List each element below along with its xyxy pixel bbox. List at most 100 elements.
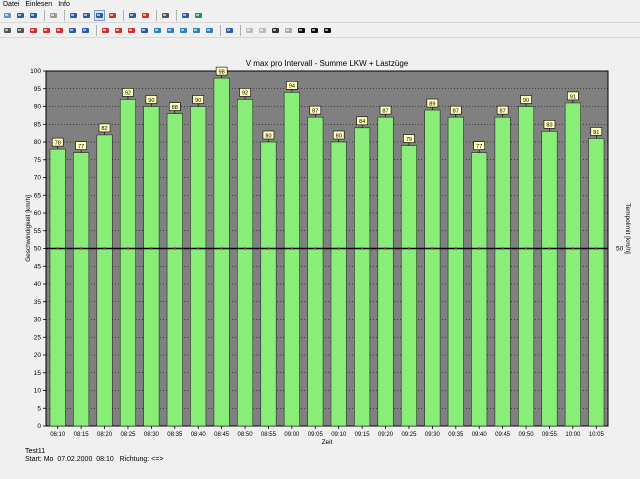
data-label: 87 [453, 108, 459, 114]
data-label: 80 [336, 133, 342, 139]
bar-09:00 [283, 91, 300, 427]
menu-info[interactable]: Info [58, 1, 70, 8]
data-label-box [567, 91, 579, 101]
start-date: 07.02.2000 [57, 456, 93, 463]
data-label-box [426, 98, 439, 108]
bus-icon [82, 28, 89, 33]
data-label-box [520, 95, 532, 104]
richtung-value: <=> [151, 456, 164, 463]
zoom-out-button[interactable] [257, 25, 268, 36]
y-tick-label: 90 [34, 104, 42, 111]
data-label: 98 [219, 69, 225, 75]
bar-09:10 [330, 141, 347, 427]
data-label-box [51, 137, 64, 147]
data-label: 78 [55, 140, 61, 146]
cancel-button[interactable] [140, 10, 151, 21]
limit-marker [337, 247, 340, 250]
car-small-button[interactable] [54, 25, 65, 36]
car-button[interactable] [28, 25, 39, 36]
clock-button[interactable] [127, 10, 138, 21]
stat-v5-button[interactable] [204, 25, 215, 36]
next-icon [311, 28, 318, 33]
toolbar-separator [156, 10, 157, 21]
bar-08:20 [96, 134, 113, 427]
stat-v2-button[interactable] [165, 25, 176, 36]
filter-icon [50, 13, 57, 18]
bar-10:05 [588, 138, 605, 427]
truck-button[interactable] [67, 25, 78, 36]
zoom-in-icon [246, 28, 253, 33]
zoom-in-button[interactable] [244, 25, 255, 36]
bar-08:45 [213, 77, 230, 427]
test-name: Test11 [25, 448, 46, 455]
y-tick-label: 20 [34, 352, 42, 359]
save-as-button[interactable] [28, 10, 39, 21]
play-button[interactable] [296, 25, 307, 36]
next-button[interactable] [309, 25, 320, 36]
chart-title: V max pro Intervall - Summe LKW + Lastzü… [246, 59, 409, 68]
bar-08:10 [49, 148, 66, 427]
truck-icon [69, 28, 76, 33]
chart-edit-button[interactable] [107, 10, 118, 21]
filter-button[interactable] [48, 10, 59, 21]
prev-icon [272, 28, 279, 33]
new-doc-button[interactable] [2, 10, 13, 21]
data-label-box [379, 105, 392, 115]
stat-v3-button[interactable] [178, 25, 189, 36]
data-label-box [239, 88, 251, 97]
y-tick-label: 75 [34, 157, 42, 164]
vehicle-list-icon [17, 28, 24, 33]
trailer-button[interactable] [139, 25, 150, 36]
info-button[interactable] [180, 10, 191, 21]
table-button[interactable] [81, 10, 92, 21]
trailer-icon [141, 28, 148, 33]
prev-button[interactable] [270, 25, 281, 36]
print-button[interactable] [160, 10, 171, 21]
menu-einlesen[interactable]: Einlesen [25, 1, 53, 8]
truck-red-button[interactable] [126, 25, 137, 36]
y-tick-label: 95 [34, 86, 42, 93]
limit-marker [360, 247, 364, 250]
menu-datei[interactable]: Datei [3, 1, 20, 8]
last-button[interactable] [322, 25, 333, 36]
bar-09:30 [424, 109, 441, 427]
limit-marker [501, 247, 504, 250]
bus-button[interactable] [80, 25, 91, 36]
vehicle-list-button[interactable] [15, 25, 26, 36]
x-tick-label: 09:10 [331, 432, 347, 438]
data-label-box [403, 134, 415, 143]
save-button[interactable] [15, 10, 26, 21]
direction-button[interactable] [224, 25, 235, 36]
stat-v1-button[interactable] [152, 25, 163, 36]
stat-v4-button[interactable] [191, 25, 202, 36]
data-label: 80 [265, 133, 271, 139]
back-button[interactable] [283, 25, 294, 36]
car-red2-button[interactable] [113, 25, 124, 36]
x-tick-label: 09:15 [355, 432, 371, 438]
stat-v2-icon [167, 28, 174, 33]
x-tick-label: 08:35 [167, 432, 183, 438]
car-red-button[interactable] [100, 25, 111, 36]
data-label-box [192, 95, 205, 104]
windows-button[interactable] [68, 10, 79, 21]
limit-marker [56, 247, 59, 250]
globe-button[interactable] [193, 10, 204, 21]
bar-chart-icon [96, 13, 103, 18]
print-icon [162, 13, 169, 18]
bar-08:30 [143, 106, 160, 427]
save-icon [17, 13, 24, 18]
limit-marker [267, 247, 270, 250]
limit-marker [548, 247, 551, 250]
menu-bar: Datei Einlesen Info [0, 0, 640, 9]
start-weekday: Mo [43, 456, 54, 463]
y-axis-label-right: Tempolimit [km/h] [624, 203, 631, 254]
vehicle-all-button[interactable] [2, 25, 13, 36]
bar-08:55 [260, 141, 277, 427]
van-button[interactable] [41, 25, 52, 36]
x-tick-label: 08:15 [74, 432, 90, 438]
limit-marker [478, 247, 481, 250]
limit-marker [290, 247, 294, 250]
bar-09:35 [447, 116, 464, 427]
limit-marker [197, 247, 200, 250]
bar-chart-button[interactable] [94, 10, 105, 21]
